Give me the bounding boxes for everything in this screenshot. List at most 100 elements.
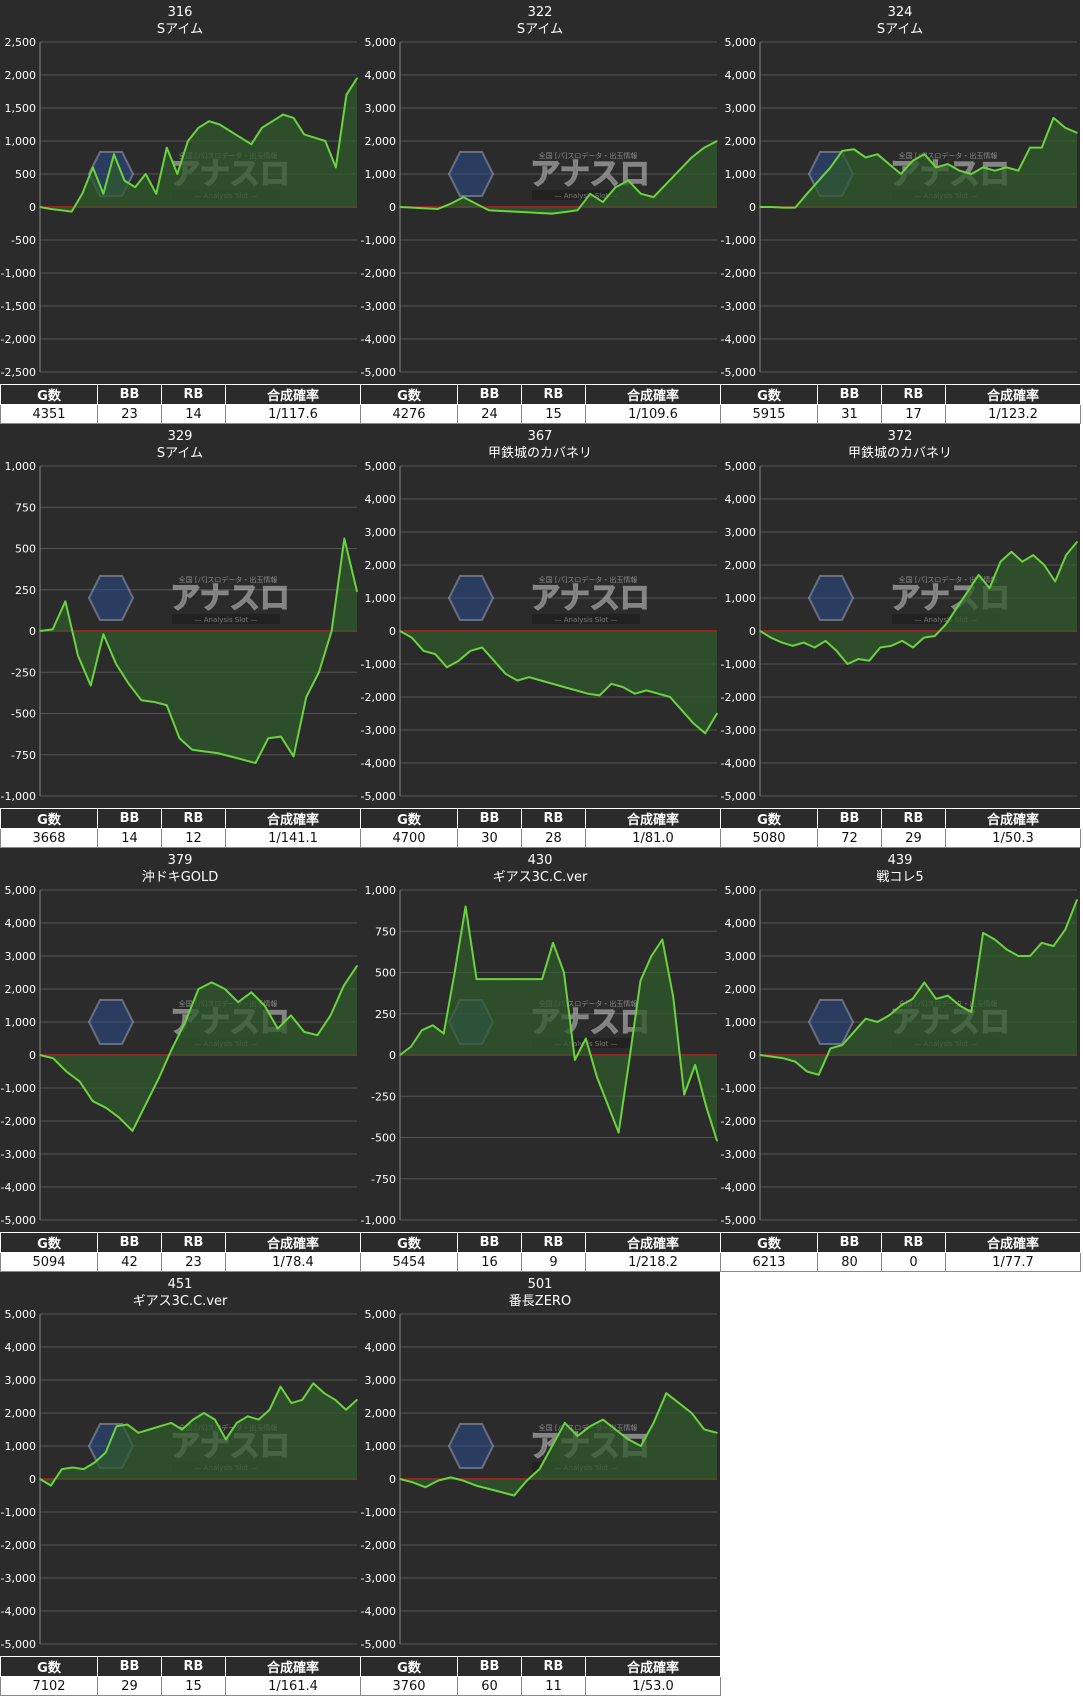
data-point (65, 1070, 68, 1073)
slump-graph: 1,000 750 500 250 0 -250 -500 -750 -1,000 アナスロ全国 … (1, 460, 358, 803)
rb-value: 17 (881, 404, 946, 424)
data-point (39, 1478, 41, 1480)
y-tick-label: 1,000 (5, 460, 37, 473)
panel-title: 324 Sアイム (720, 4, 1080, 38)
data-point (530, 978, 532, 980)
machine-panel-379: 5,000 4,000 3,000 2,000 1,000 0 -1,000 -2,000 -3… (0, 848, 361, 1272)
data-point (888, 1014, 890, 1017)
data-point (290, 1014, 292, 1017)
data-point (645, 689, 648, 692)
y-tick-label: 500 (375, 967, 396, 980)
data-point (462, 1479, 465, 1482)
stats-header-row: G数 BB RB 合成確率 (0, 384, 361, 405)
data-point (794, 1060, 797, 1063)
data-point (1052, 117, 1055, 119)
y-tick-label: 4,000 (725, 917, 757, 930)
y-tick-label: 5,000 (365, 1308, 397, 1321)
y-tick-label: 1,000 (725, 1016, 757, 1029)
y-tick-label: 4,000 (5, 917, 37, 930)
rb-value: 11 (521, 1676, 586, 1696)
y-tick-label: 2,000 (5, 69, 37, 82)
data-point (449, 202, 452, 205)
data-point (652, 1422, 655, 1424)
rate-value: 1/81.0 (585, 828, 721, 848)
data-point (171, 1047, 173, 1050)
y-tick-label: 3,000 (365, 102, 397, 115)
y-tick-label: 0 (29, 1049, 36, 1062)
data-point (184, 1021, 187, 1023)
data-point (170, 1422, 172, 1424)
data-point (813, 646, 816, 649)
y-tick-label: 2,500 (5, 36, 37, 49)
data-point (705, 1105, 707, 1107)
header-rate: 合成確率 (225, 1232, 361, 1253)
slump-graph: 5,000 4,000 3,000 2,000 1,000 0 -1,000 -2,000 -3… (1, 884, 358, 1227)
machine-panel-329: 1,000 750 500 250 0 -250 -500 -750 -1,000 アナスロ 全国 … (0, 424, 361, 848)
y-tick-label: -750 (11, 749, 36, 762)
data-point (829, 1047, 832, 1050)
panel-title: 372 甲鉄城のカバネリ (720, 428, 1080, 462)
machine-panel-322: 5,000 4,000 3,000 2,000 1,000 0 -1,000 -2,000 -3… (360, 0, 721, 424)
y-tick-label: 3,000 (5, 1374, 37, 1387)
bb-value: 31 (817, 404, 882, 424)
data-point (137, 1432, 140, 1434)
y-tick-label: -1,000 (1, 1082, 36, 1095)
data-point (665, 183, 668, 185)
data-point (1029, 955, 1031, 957)
data-point (93, 1461, 96, 1464)
data-point (563, 971, 565, 974)
header-games: G数 (360, 1656, 458, 1677)
rb-value: 15 (521, 404, 586, 424)
y-tick-label: -5,000 (361, 1638, 396, 1651)
stats-value-row: 6213 80 0 1/77.7 (720, 1252, 1081, 1272)
data-point (552, 942, 554, 944)
data-point (1054, 580, 1056, 583)
y-tick-label: 5,000 (725, 460, 757, 473)
data-point (876, 153, 879, 155)
data-point (181, 1428, 183, 1431)
data-point (669, 696, 671, 698)
data-point (229, 755, 231, 758)
y-tick-label: -2,000 (361, 1539, 396, 1552)
rate-value: 1/50.3 (945, 828, 1081, 848)
data-point (197, 988, 200, 990)
y-tick-label: 2,000 (5, 1407, 37, 1420)
data-point (1040, 942, 1043, 944)
data-point (89, 684, 92, 687)
y-tick-label: -1,000 (361, 1214, 396, 1227)
series-area (400, 1393, 717, 1496)
data-point (410, 636, 413, 639)
data-point (770, 1055, 773, 1058)
machine-number: 451 (167, 1277, 193, 1292)
data-point (864, 1017, 867, 1020)
y-tick-label: -2,000 (721, 691, 756, 704)
data-point (81, 193, 84, 195)
y-tick-label: 0 (29, 201, 36, 214)
data-point (446, 666, 448, 669)
series-area (40, 965, 357, 1131)
data-point (115, 663, 117, 665)
y-tick-label: -5,000 (361, 366, 396, 379)
y-tick-label: 0 (749, 201, 756, 214)
data-point (802, 641, 805, 644)
slump-graph: 5,000 4,000 3,000 2,000 1,000 0 -1,000 -2,000 -3… (721, 884, 1078, 1227)
games-value: 5094 (0, 1252, 98, 1272)
data-point (794, 206, 797, 209)
stats-value-row: 3668 14 12 1/141.1 (0, 828, 361, 848)
stats-header-row: G数 BB RB 合成確率 (720, 384, 1081, 405)
rb-value: 15 (161, 1676, 226, 1696)
header-rb: RB (521, 1656, 586, 1677)
y-tick-label: 1,000 (365, 592, 397, 605)
data-point (345, 94, 348, 96)
games-value: 5080 (720, 828, 818, 848)
data-point (994, 169, 996, 172)
y-tick-label: 250 (15, 584, 36, 597)
games-value: 4276 (360, 404, 458, 424)
stats-value-row: 5094 42 23 1/78.4 (0, 1252, 361, 1272)
data-point (911, 998, 914, 1000)
stats-value-row: 4276 24 15 1/109.6 (360, 404, 721, 424)
header-bb: BB (817, 384, 882, 405)
data-point (982, 932, 984, 934)
data-point (690, 1412, 693, 1414)
